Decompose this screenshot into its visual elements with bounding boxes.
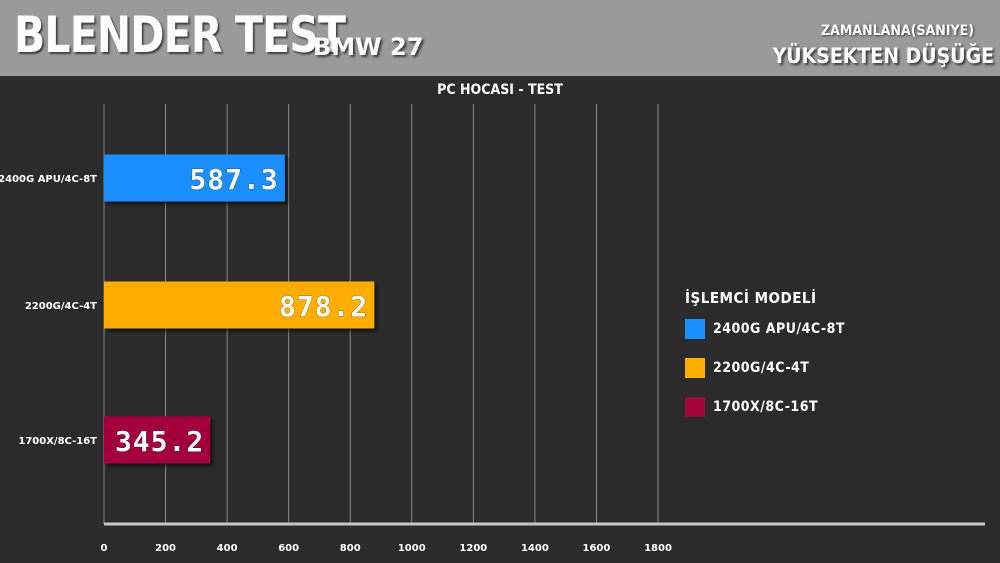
bar — [104, 416, 211, 464]
category-label: 1700X/8C-16T — [18, 436, 97, 447]
x-tick-label: 1400 — [521, 543, 549, 554]
chart-title: PC HOCASI - TEST — [437, 82, 563, 98]
legend-item: 2200G/4C-4T — [685, 358, 845, 397]
legend-title: İŞLEMCİ MODELİ — [685, 289, 817, 307]
legend-swatch — [685, 358, 705, 378]
bar — [104, 154, 285, 202]
category-label: 2400G APU/4C-8T — [0, 174, 97, 185]
legend-swatch — [685, 397, 705, 417]
header-bar: BLENDER TEST BMW 27 ZAMANLANA(SANIYE) YÜ… — [0, 0, 1000, 76]
bar — [104, 281, 375, 329]
x-tick-label: 1800 — [644, 543, 672, 554]
x-tick-label: 1200 — [459, 543, 487, 554]
category-label: 2200G/4C-4T — [25, 301, 97, 312]
legend-swatch — [685, 319, 705, 339]
x-tick-label: 200 — [155, 543, 176, 554]
x-tick-label: 800 — [340, 543, 361, 554]
legend-label: 2200G/4C-4T — [713, 360, 810, 376]
timing-note: ZAMANLANA(SANIYE) — [820, 23, 974, 39]
page-title: BLENDER TEST — [14, 6, 346, 64]
legend: İŞLEMCİ MODELİ 2400G APU/4C-8T 2200G/4C-… — [685, 289, 845, 436]
sort-note: YÜKSEKTEN DÜŞÜĞE — [772, 44, 994, 68]
bar-value-label: 878.2 — [279, 290, 368, 323]
x-tick-label: 600 — [278, 543, 299, 554]
x-tick-label: 1600 — [583, 543, 611, 554]
legend-label: 1700X/8C-16T — [713, 399, 819, 415]
legend-item: 2400G APU/4C-8T — [685, 319, 845, 358]
legend-item: 1700X/8C-16T — [685, 397, 845, 436]
x-tick-label: 0 — [101, 543, 108, 554]
x-tick-label: 400 — [217, 543, 238, 554]
bar-value-label: 345.2 — [115, 425, 204, 458]
page-subtitle: BMW 27 — [313, 33, 424, 61]
bar-value-label: 587.3 — [189, 163, 278, 196]
legend-label: 2400G APU/4C-8T — [713, 321, 845, 337]
x-tick-label: 1000 — [398, 543, 426, 554]
